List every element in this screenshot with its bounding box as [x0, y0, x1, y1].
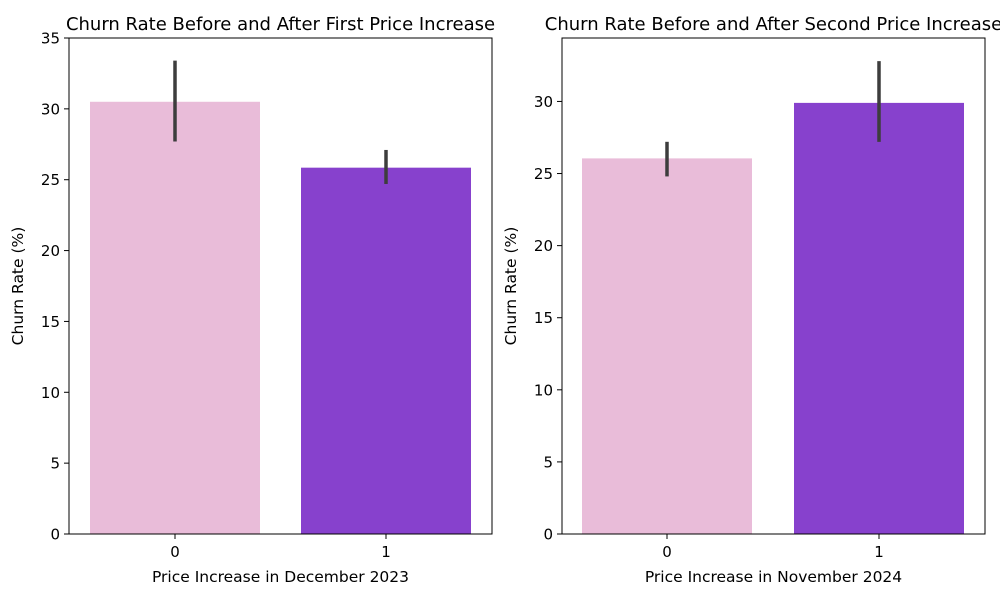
chart2-axes-frame	[561, 37, 986, 535]
chart1-ytick-label: 25	[41, 171, 60, 189]
chart1-ytick-label: 30	[41, 100, 60, 118]
chart1-ytick-label: 35	[41, 30, 60, 48]
chart1-ytick-label: 10	[41, 384, 60, 402]
chart2-ylabel: Churn Rate (%)	[502, 227, 520, 346]
chart1-xtick-label: 1	[381, 543, 391, 561]
chart2-ytick-label: 15	[534, 309, 553, 327]
chart-panel-second-increase: 0 5 10 15 20 25 30 0 1 Price Increase in November…	[502, 14, 1000, 586]
chart1-ytick-label: 0	[50, 526, 60, 544]
chart1-ytick-label: 15	[41, 313, 60, 331]
chart2-bar-1	[794, 102, 964, 534]
chart2-ytick-label: 30	[534, 93, 553, 111]
chart2-ytick-label: 20	[534, 237, 553, 255]
chart2-xtick-label: 1	[874, 543, 884, 561]
chart2-title: Churn Rate Before and After Second Price…	[545, 14, 1000, 35]
chart2-ytick-label: 10	[534, 381, 553, 399]
chart1-ytick-label: 5	[50, 455, 60, 473]
chart2-ytick-label: 5	[543, 453, 553, 471]
chart1-bar-1	[301, 167, 471, 534]
chart1-xlabel: Price Increase in December 2023	[152, 568, 409, 586]
chart1-title: Churn Rate Before and After First Price …	[66, 14, 495, 35]
chart1-bar-0	[90, 101, 260, 535]
chart2-xlabel: Price Increase in November 2024	[645, 568, 902, 586]
chart1-ytick-label: 20	[41, 242, 60, 260]
chart2-ytick-label: 0	[543, 526, 553, 544]
chart2-bar-0	[582, 158, 752, 534]
chart1-axes-frame	[68, 37, 493, 535]
chart2-ytick-label: 25	[534, 165, 553, 183]
chart1-xtick-label: 0	[170, 543, 180, 561]
chart1-ylabel: Churn Rate (%)	[9, 227, 27, 346]
chart2-xtick-label: 0	[662, 543, 672, 561]
chart-panel-first-increase: 0 5 10 15 20 25 30 35 0 1 Price Increase in Decemb…	[9, 14, 495, 586]
